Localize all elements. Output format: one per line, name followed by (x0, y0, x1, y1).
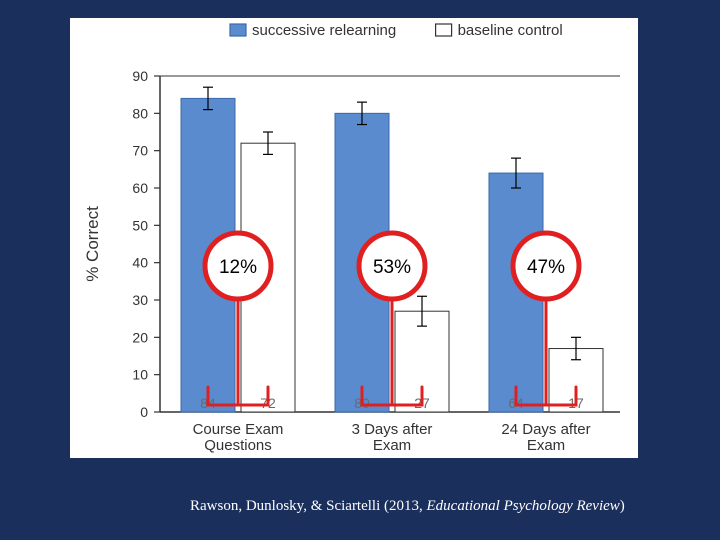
citation-close: ) (620, 498, 625, 514)
svg-text:40: 40 (132, 255, 148, 271)
svg-text:12%: 12% (219, 257, 257, 278)
svg-text:10: 10 (132, 367, 148, 383)
svg-text:70: 70 (132, 143, 148, 159)
svg-text:80: 80 (132, 105, 148, 121)
svg-text:20: 20 (132, 329, 148, 345)
citation-journal: Educational Psychology Review (427, 498, 620, 514)
svg-text:30: 30 (132, 292, 148, 308)
svg-text:50: 50 (132, 217, 148, 233)
svg-text:baseline control: baseline control (458, 22, 563, 39)
svg-text:90: 90 (132, 68, 148, 84)
svg-text:Exam: Exam (373, 437, 411, 454)
svg-text:successive relearning: successive relearning (252, 22, 396, 39)
citation-authors: Rawson, Dunlosky, & Sciartelli (2013, (190, 498, 427, 514)
svg-text:% Correct: % Correct (83, 206, 102, 282)
svg-text:Questions: Questions (204, 437, 272, 454)
svg-text:0: 0 (140, 404, 148, 420)
svg-text:Exam: Exam (527, 437, 565, 454)
svg-text:47%: 47% (527, 257, 565, 278)
slide: 0 10 20 30 40 50 60 70 80 90 % Correct successive r… (0, 0, 720, 540)
svg-text:3 Days after: 3 Days after (352, 421, 433, 438)
svg-text:24 Days after: 24 Days after (501, 421, 590, 438)
svg-text:53%: 53% (373, 257, 411, 278)
bar-chart: 0 10 20 30 40 50 60 70 80 90 % Correct successive r… (70, 18, 638, 458)
citation: Rawson, Dunlosky, & Sciartelli (2013, Ed… (190, 498, 625, 515)
svg-text:Course Exam: Course Exam (193, 421, 284, 438)
svg-text:60: 60 (132, 180, 148, 196)
